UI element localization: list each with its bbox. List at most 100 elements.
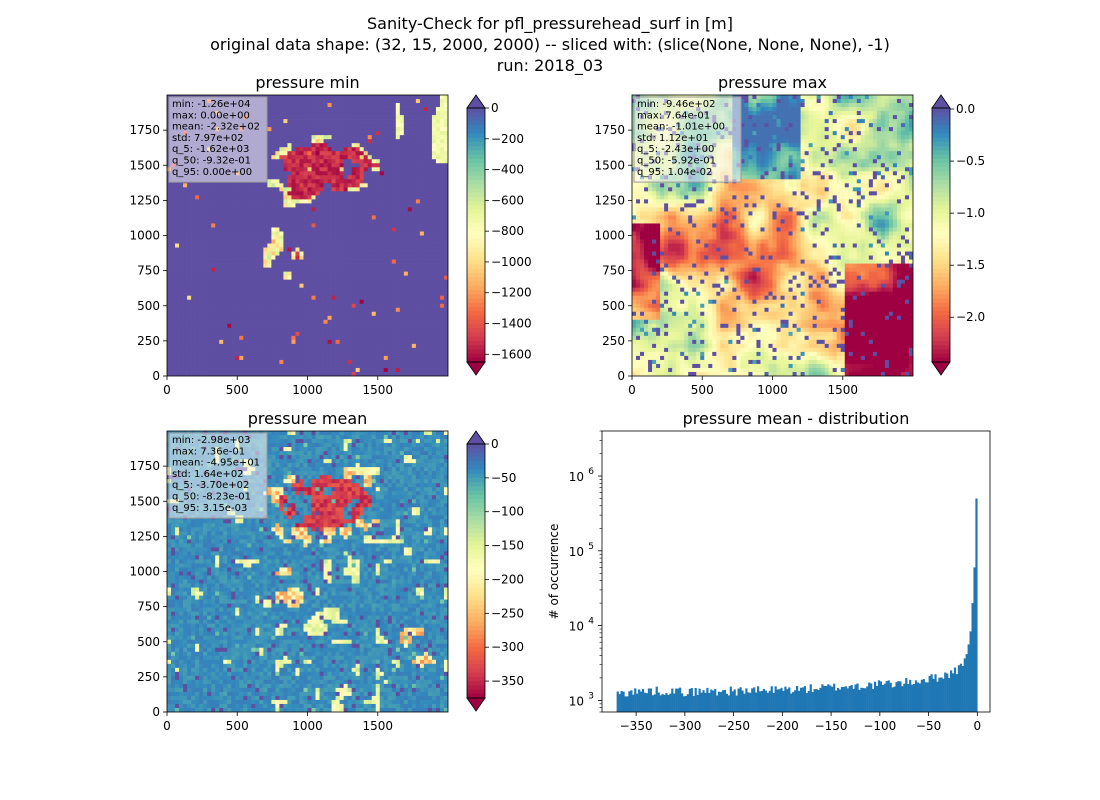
heatmap-cell xyxy=(415,107,421,112)
heatmap-cell xyxy=(435,243,441,248)
heatmap-cell xyxy=(215,307,220,313)
heatmap-cell xyxy=(419,115,425,120)
heatmap-cell xyxy=(219,263,224,268)
heatmap-cell xyxy=(419,323,425,329)
heatmap-cell xyxy=(351,215,357,220)
heatmap-cell xyxy=(287,103,292,108)
heatmap-cell xyxy=(271,287,276,293)
heatmap-cell xyxy=(315,331,320,337)
heatmap-cell xyxy=(243,323,248,329)
heatmap-cell xyxy=(323,215,328,220)
heatmap-cell xyxy=(191,231,196,236)
heatmap-cell xyxy=(243,207,248,212)
heatmap-cell xyxy=(271,175,276,180)
heatmap-cell xyxy=(247,355,252,361)
heatmap-cell xyxy=(387,215,393,220)
heatmap-cell xyxy=(399,363,405,369)
heatmap-cell xyxy=(335,151,340,156)
heatmap-cell xyxy=(307,267,312,272)
heatmap-cell xyxy=(167,371,172,376)
heatmap-cell xyxy=(419,283,425,289)
heatmap-cell xyxy=(199,243,204,248)
heatmap-cell xyxy=(219,187,224,192)
heatmap-cell xyxy=(347,319,352,325)
heatmap-cell xyxy=(179,311,184,317)
heatmap-cell xyxy=(207,299,212,305)
heatmap-cell xyxy=(327,247,332,252)
heatmap-cell xyxy=(311,351,316,357)
heatmap-cell xyxy=(427,327,433,333)
heatmap-cell xyxy=(351,367,357,373)
heatmap-cell xyxy=(235,203,240,208)
heatmap-cell xyxy=(403,95,409,100)
heatmap-cell xyxy=(379,143,385,148)
heatmap-cell xyxy=(383,367,389,373)
heatmap-cell xyxy=(355,367,361,373)
heatmap-cell xyxy=(355,179,361,184)
heatmap-cell xyxy=(347,291,352,297)
heatmap-cell xyxy=(391,335,397,341)
heatmap-cell xyxy=(407,347,413,353)
heatmap-cell xyxy=(339,219,344,224)
heatmap-cell xyxy=(183,263,188,268)
heatmap-cell xyxy=(239,315,244,321)
heatmap-cell xyxy=(439,115,445,120)
heatmap-cell xyxy=(171,335,176,341)
heatmap-cell xyxy=(203,247,208,252)
heatmap-cell xyxy=(311,219,316,224)
colorbar-segment xyxy=(467,251,485,257)
heatmap-cell xyxy=(203,183,208,188)
heatmap-cell xyxy=(427,243,433,248)
heatmap-cell xyxy=(403,371,409,376)
heatmap-cell xyxy=(291,271,296,276)
heatmap-cell xyxy=(399,351,405,357)
heatmap-cell xyxy=(335,367,340,373)
heatmap-cell xyxy=(403,147,409,152)
heatmap-cell xyxy=(203,339,208,345)
heatmap-cell xyxy=(323,255,328,260)
heatmap-cell xyxy=(291,339,296,345)
heatmap-cell xyxy=(307,195,312,200)
heatmap-cell xyxy=(359,135,365,140)
heatmap-cell xyxy=(215,191,220,196)
heatmap-cell xyxy=(343,191,348,196)
heatmap-cell xyxy=(431,267,437,272)
heatmap-cell xyxy=(435,187,441,192)
heatmap-cell xyxy=(215,283,220,289)
heatmap-cell xyxy=(247,343,252,349)
heatmap-cell xyxy=(251,303,256,309)
heatmap-cell xyxy=(167,311,172,317)
heatmap-cell xyxy=(307,95,312,100)
heatmap-cell xyxy=(279,331,284,337)
heatmap-cell xyxy=(331,255,336,260)
heatmap-cell xyxy=(311,239,316,244)
heatmap-cell xyxy=(247,347,252,353)
heatmap-cell xyxy=(403,119,409,124)
heatmap-cell xyxy=(227,279,232,285)
heatmap-cell xyxy=(343,123,348,128)
heatmap-cell xyxy=(411,311,417,317)
heatmap-cell xyxy=(343,143,348,148)
heatmap-cell xyxy=(383,327,389,333)
heatmap-cell xyxy=(359,367,365,373)
heatmap-cell xyxy=(379,311,385,317)
heatmap-cell xyxy=(291,267,296,272)
heatmap-cell xyxy=(295,223,300,228)
heatmap-cell xyxy=(295,307,300,313)
heatmap-cell xyxy=(291,243,296,248)
heatmap-cell xyxy=(439,355,445,361)
heatmap-cell xyxy=(303,163,308,168)
heatmap-cell xyxy=(423,103,429,108)
heatmap-cell xyxy=(343,315,348,321)
heatmap-cell xyxy=(275,163,280,168)
heatmap-cell xyxy=(307,275,312,280)
heatmap-cell xyxy=(375,99,381,104)
heatmap-cell xyxy=(399,243,405,248)
heatmap-cell xyxy=(183,311,188,317)
heatmap-cell xyxy=(439,271,445,276)
heatmap-cell xyxy=(231,359,236,365)
heatmap-cell xyxy=(371,219,377,224)
heatmap-cell xyxy=(295,227,300,232)
heatmap-cell xyxy=(259,311,264,317)
heatmap-cell xyxy=(287,95,292,100)
